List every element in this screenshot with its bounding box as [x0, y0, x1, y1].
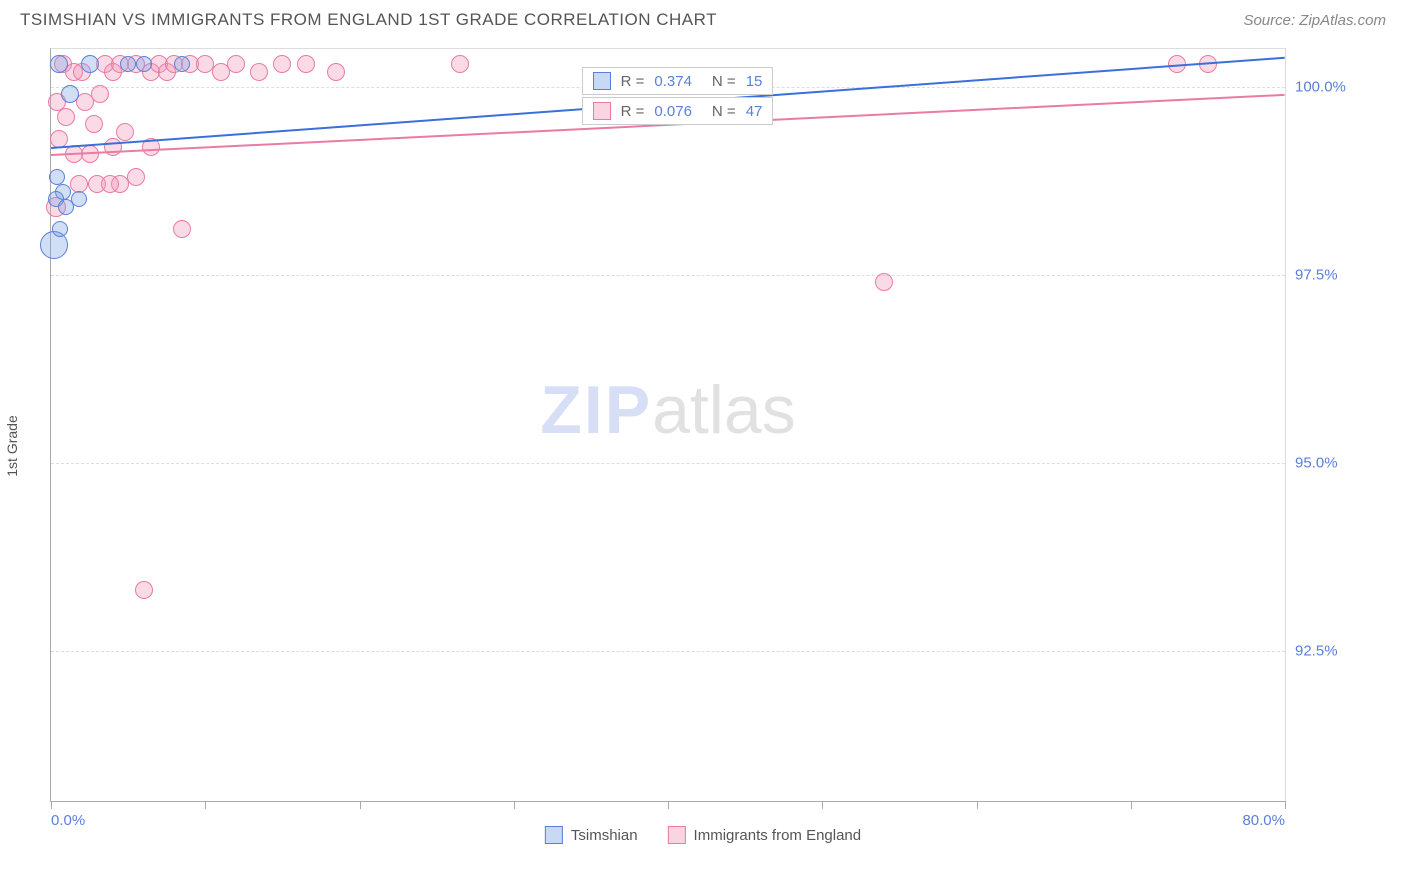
data-point	[57, 108, 75, 126]
stats-n-value: 15	[746, 73, 763, 90]
data-point	[127, 168, 145, 186]
stats-box-pink: R = 0.076 N = 47	[582, 97, 774, 125]
data-point	[451, 55, 469, 73]
x-tick	[977, 801, 978, 809]
legend-label-blue: Tsimshian	[571, 827, 638, 844]
stats-n-label: N =	[712, 73, 736, 90]
y-tick-label: 100.0%	[1295, 78, 1375, 95]
data-point	[85, 115, 103, 133]
gridline	[51, 651, 1285, 652]
y-tick-label: 92.5%	[1295, 642, 1375, 659]
x-tick	[1285, 801, 1286, 809]
data-point	[81, 55, 99, 73]
stats-swatch-blue	[593, 72, 611, 90]
y-tick-label: 95.0%	[1295, 454, 1375, 471]
legend-swatch-pink	[668, 826, 686, 844]
x-tick	[668, 801, 669, 809]
legend-item-tsimshian: Tsimshian	[545, 826, 638, 844]
y-axis-label: 1st Grade	[4, 415, 20, 476]
source-label: Source: ZipAtlas.com	[1243, 12, 1386, 29]
data-point	[135, 581, 153, 599]
data-point	[61, 85, 79, 103]
plot-area: ZIPatlas 100.0%97.5%95.0%92.5%0.0%80.0%R…	[50, 48, 1286, 802]
y-tick-label: 97.5%	[1295, 266, 1375, 283]
data-point	[58, 199, 74, 215]
x-tick	[360, 801, 361, 809]
stats-r-value: 0.076	[654, 103, 692, 120]
gridline	[51, 275, 1285, 276]
x-tick	[205, 801, 206, 809]
data-point	[101, 175, 119, 193]
data-point	[174, 56, 190, 72]
data-point	[273, 55, 291, 73]
data-point	[120, 56, 136, 72]
x-tick	[514, 801, 515, 809]
x-tick	[51, 801, 52, 809]
stats-box-blue: R = 0.374 N = 15	[582, 67, 774, 95]
watermark: ZIPatlas	[540, 371, 795, 449]
legend-label-pink: Immigrants from England	[694, 827, 862, 844]
chart-container: ZIPatlas 100.0%97.5%95.0%92.5%0.0%80.0%R…	[50, 48, 1386, 802]
stats-n-value: 47	[746, 103, 763, 120]
x-tick-label-min: 0.0%	[51, 812, 85, 829]
x-tick-label-max: 80.0%	[1242, 812, 1285, 829]
data-point	[52, 221, 68, 237]
data-point	[91, 85, 109, 103]
data-point	[297, 55, 315, 73]
data-point	[327, 63, 345, 81]
data-point	[227, 55, 245, 73]
data-point	[173, 220, 191, 238]
watermark-atlas: atlas	[652, 372, 796, 448]
chart-title: TSIMSHIAN VS IMMIGRANTS FROM ENGLAND 1ST…	[20, 10, 717, 30]
x-tick	[1131, 801, 1132, 809]
data-point	[116, 123, 134, 141]
stats-r-value: 0.374	[654, 73, 692, 90]
x-tick	[822, 801, 823, 809]
watermark-zip: ZIP	[540, 372, 652, 448]
stats-swatch-pink	[593, 102, 611, 120]
stats-n-label: N =	[712, 103, 736, 120]
data-point	[49, 169, 65, 185]
legend-item-immigrants: Immigrants from England	[668, 826, 862, 844]
legend-swatch-blue	[545, 826, 563, 844]
stats-r-label: R =	[621, 73, 645, 90]
data-point	[50, 55, 68, 73]
data-point	[136, 56, 152, 72]
data-point	[875, 273, 893, 291]
gridline	[51, 463, 1285, 464]
data-point	[250, 63, 268, 81]
stats-r-label: R =	[621, 103, 645, 120]
legend: Tsimshian Immigrants from England	[545, 826, 861, 844]
